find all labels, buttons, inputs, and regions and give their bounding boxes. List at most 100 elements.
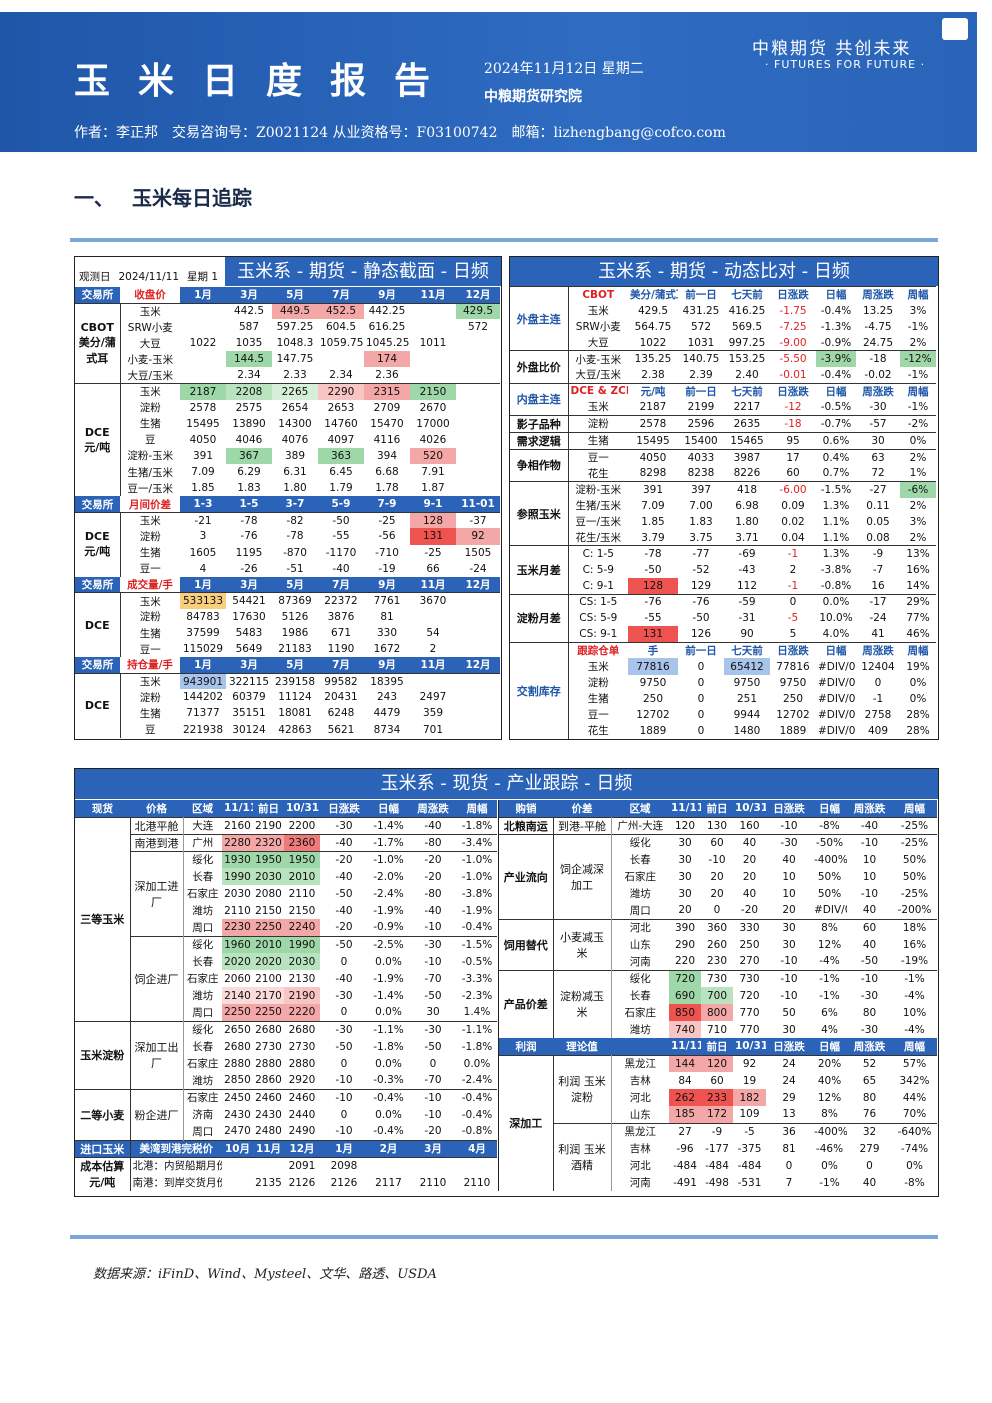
cell: 2470 [224,1125,251,1138]
cell: -1 [872,692,884,705]
table-row: 二等小麦 粉企进厂 石家庄 2450 2460 2460 -10 -0.4% -10 -0.4% [75,1088,497,1140]
cell: 2320 [253,833,284,851]
table-row: SRW小麦 587 597.25 604.5 616.25 572 [75,319,500,335]
cell: -0.4% [461,921,493,934]
cell: 60 [710,1074,724,1087]
cell: 2920 [288,1074,316,1087]
cell: 3月 [226,657,272,674]
cell: 131 [628,626,678,643]
table-row: 深加工 利润 玉米淀粉 黑龙江 144 120 92 24 20% 52 57% [499,1054,937,1191]
cell: 1.78 [375,482,399,495]
cell: 81 [380,610,394,623]
cell: -1.0% [457,850,497,868]
data-table: 购销 价差 区域 11/11 前日 10/31 日涨跌 日幅 周涨跌 周幅 北粮南运 到港-平舱 广州-… [499,800,937,1191]
cell: -4.75 [864,320,892,333]
group-cell: 争相作物 [510,448,569,482]
cell: 购销 [499,800,553,817]
table-title: 玉米系 - 现货 - 产业跟踪 - 日频 [75,769,938,799]
table-wrap: 现货价格区域11/11前日10/31日涨跌日幅周涨跌周幅三等玉米北港平舱大连21… [75,800,497,1191]
cell: 2596 [678,414,724,433]
cell: -0.5% [820,400,852,413]
cell: 七天前 [724,285,770,303]
cell: 日涨跌 [320,800,368,817]
cell: 2 [789,563,797,576]
cell: -1 [787,579,799,592]
cell: 60 [786,467,800,480]
cell: 2098 [320,1156,368,1174]
cell: -24 [469,562,487,575]
cell: 0.0% [816,593,856,611]
cell: 淀粉 [568,414,628,433]
cell: 28% [906,708,930,721]
cell: 18081 [278,707,312,720]
table-row: CS: 5-9 -55 -50 -31 -5 10.0% -24 77% [510,610,936,626]
meta-item: 观测日 [79,271,111,283]
cell: -4% [819,955,840,968]
empty-cell [456,464,500,480]
cell: 石家庄 [624,871,657,883]
cell: -25% [900,887,929,900]
cell: 12702 [636,708,670,721]
cell: -43 [738,563,756,576]
cell: 0.0% [375,955,402,968]
cell: 6.68 [375,466,399,479]
cell: 50% [817,887,842,900]
cell: -1.9% [373,904,404,917]
cell: -30 [320,1020,368,1038]
cell: 0 [785,1159,793,1172]
cell: 135.25 [628,350,678,367]
cell: 前日 [253,800,284,817]
table-row: 玉米淀粉 深加工出厂 绥化 2650 2680 2680 -30 -1.1% -30 -1.1% [75,1020,497,1089]
cell: 日幅 [816,641,856,659]
empty-cell [456,689,500,705]
cell: SRW小麦 [127,321,173,334]
cell: 172 [701,1106,733,1123]
cell: 0 [770,593,816,611]
cell: 10月 [222,1139,253,1157]
cell: 5126 [281,610,309,623]
table-row: 淀粉 144202 60379 11124 20431 243 2497 [75,689,500,705]
cell: 山东 [629,939,651,951]
cell: 29% [900,593,936,611]
cell: 3.71 [735,531,759,544]
cell: -0.8% [461,1125,493,1138]
cell: 2880 [288,1057,316,1070]
cell: 1月 [180,576,226,593]
group-cell: DCE [75,592,121,658]
empty-cell [456,351,500,367]
table-row: 潍坊 2850 2860 2920 -10 -0.3% -70 -2.4% [75,1072,497,1089]
cell: 80 [862,1006,877,1019]
cell: 生猪 [139,707,161,720]
cell: 367 [226,447,272,465]
cell: 30 [856,431,900,450]
cell: 230 [706,955,728,968]
cell: 前一日 [678,382,724,400]
table-row: 产业流向 饲企减深加工 绥化 30 60 40 -30 -50% -10 -25% [499,833,937,919]
cell: -484 [673,1159,697,1172]
table-row: 淀粉 84783 17630 5126 3876 81 [75,609,500,625]
cell: 5月 [272,576,318,593]
cell: SRW小麦 [575,321,621,334]
cell: 周幅 [457,800,497,817]
cell: 2730 [288,1040,316,1053]
cell: 生猪 [139,418,161,431]
cell: 9月 [364,657,410,674]
empty-cell [180,302,226,320]
cell: -76 [628,593,678,611]
cell: 7.91 [421,466,445,479]
empty-cell [180,351,226,367]
cell: 广州-大连 [611,816,669,834]
cell: 35151 [232,707,266,720]
cell: 616.25 [368,321,406,334]
cell: 9月 [364,287,410,304]
cell: 绥化 [183,1020,222,1038]
cell: 6.29 [237,466,261,479]
cell: 10 [862,853,877,866]
cell: 日幅 [812,1038,847,1055]
cell: 生猪/玉米 [575,500,622,513]
cell: 1022 [189,337,217,350]
cell: 50% [817,870,842,883]
cell: 潍坊 [192,990,214,1002]
cell: 72 [871,467,885,480]
cell: 30 [678,870,692,883]
